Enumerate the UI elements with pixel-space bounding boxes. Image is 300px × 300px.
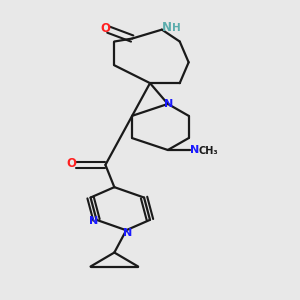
Text: N: N <box>123 228 132 238</box>
Text: H: H <box>172 23 181 33</box>
Text: CH₃: CH₃ <box>198 146 218 156</box>
Text: O: O <box>100 22 110 34</box>
Text: N: N <box>89 216 98 226</box>
Text: N: N <box>164 99 173 109</box>
Text: O: O <box>67 157 76 170</box>
Text: N: N <box>190 145 199 155</box>
Text: N: N <box>162 21 172 34</box>
